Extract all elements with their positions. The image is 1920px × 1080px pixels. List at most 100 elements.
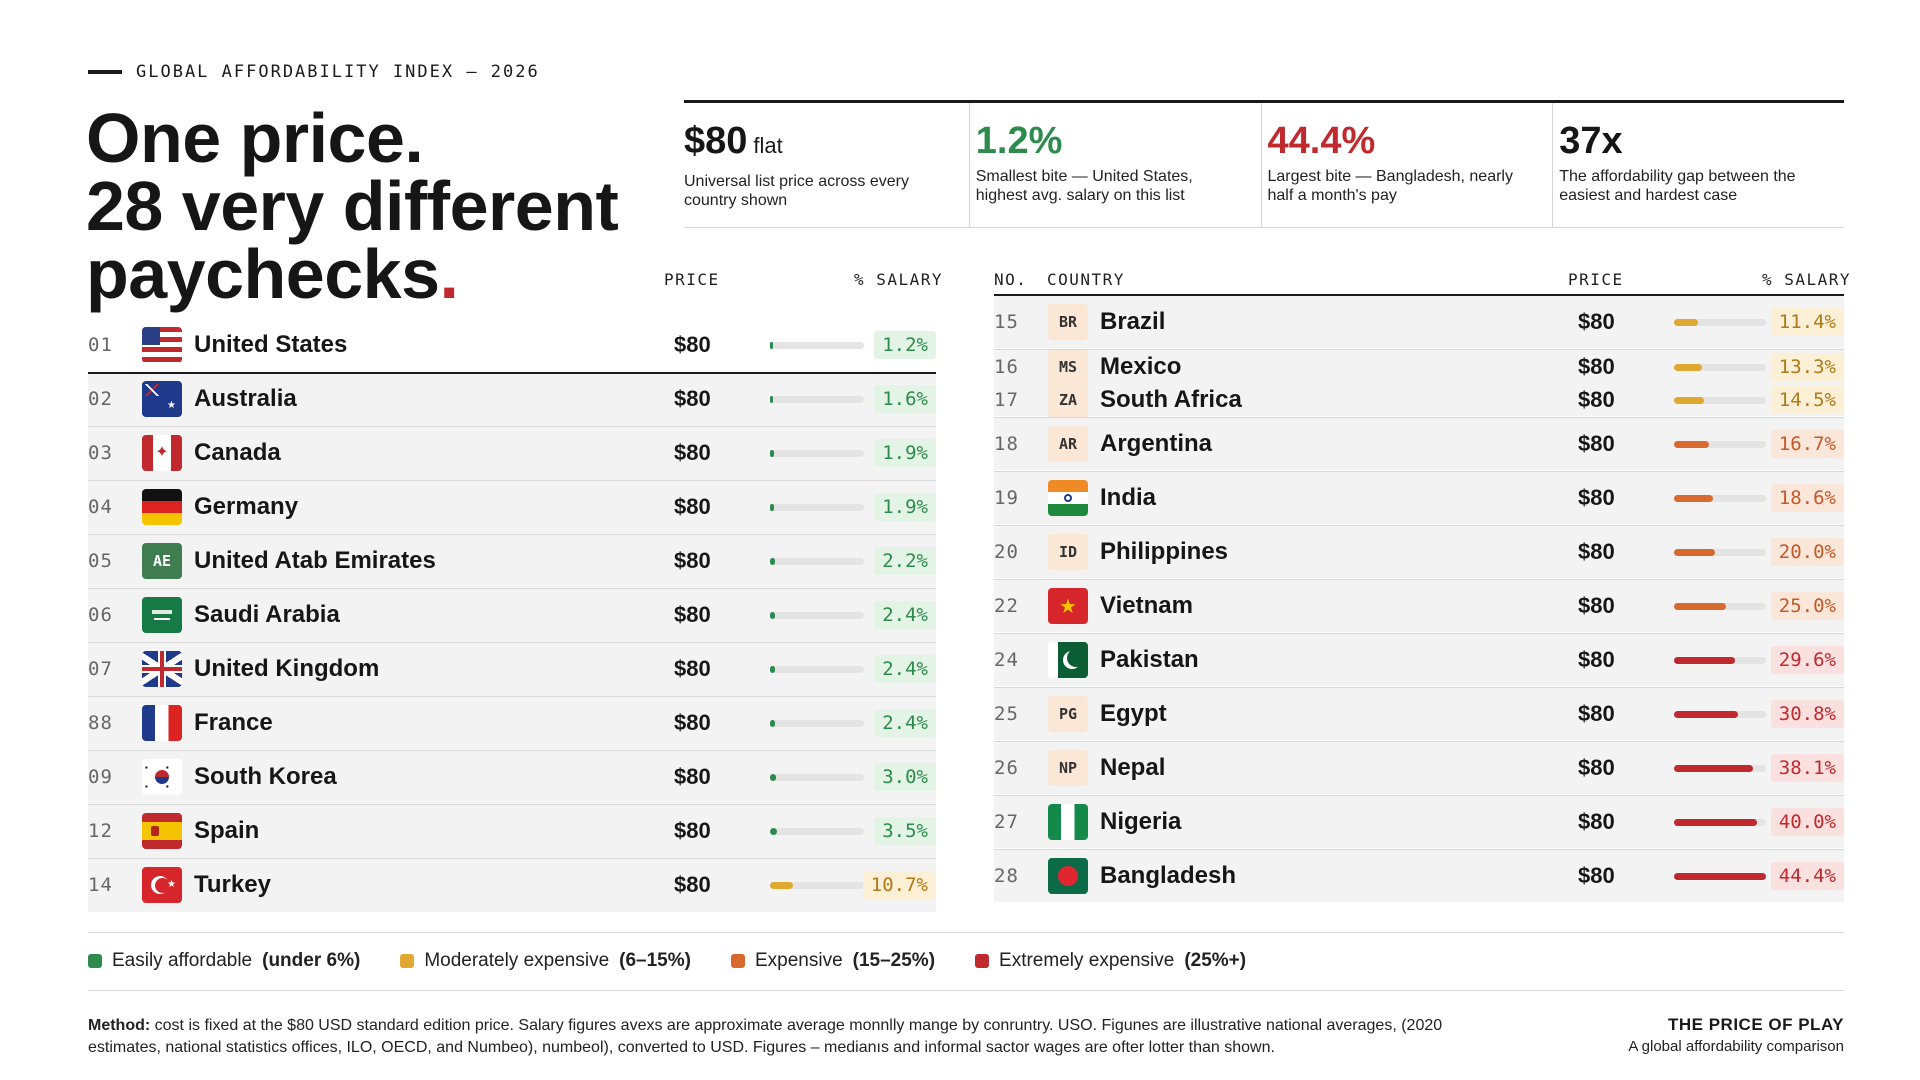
salary-share-fill <box>1674 440 1709 448</box>
legend-label: Extremely expensive <box>999 950 1175 971</box>
salary-share-bar <box>770 719 864 727</box>
table-row: 03 ✦ Canada $80 1.9% <box>88 426 936 480</box>
country-name: Spain <box>194 817 260 844</box>
row-price: $80 <box>674 602 711 627</box>
country-name: Vietnam <box>1100 592 1193 619</box>
row-price: $80 <box>1578 647 1615 672</box>
row-number: 06 <box>88 604 113 626</box>
row-price: $80 <box>1578 539 1615 564</box>
de-flag-icon <box>142 489 182 525</box>
row-divider <box>88 588 936 589</box>
country-name: Canada <box>194 439 281 466</box>
table-row: 17 ZA South Africa $80 14.5% <box>994 382 1844 418</box>
table-row: 20 ID Philippines $80 20.0% <box>994 526 1844 578</box>
salary-share-fill <box>770 665 776 673</box>
salary-share-fill <box>1674 602 1726 610</box>
table-row: 01 United States $80 1.2% <box>88 318 936 372</box>
headline-line-1: One price. <box>86 99 424 177</box>
row-price: $80 <box>1578 485 1615 510</box>
np-code-icon: NP <box>1048 750 1088 786</box>
stat-price: $80 flat Universal list price across ever… <box>684 103 969 227</box>
row-divider-strong <box>88 372 936 374</box>
au-flag-icon: ★ <box>142 381 182 417</box>
row-price: $80 <box>674 710 711 735</box>
row-divider <box>88 858 936 859</box>
salary-share-fill <box>770 611 776 619</box>
row-number: 20 <box>994 541 1019 563</box>
country-name: France <box>194 709 273 736</box>
stat-desc: The affordability gap between the easies… <box>1559 168 1796 204</box>
salary-share-bar <box>770 773 864 781</box>
salary-share-bar <box>770 557 864 565</box>
salary-percent-badge: 20.0% <box>1770 538 1844 566</box>
salary-share-fill <box>1674 764 1753 772</box>
salary-share-fill <box>1674 363 1702 371</box>
country-name: South Korea <box>194 763 337 790</box>
row-number: 09 <box>88 766 113 788</box>
stats-strip: $80 flat Universal list price across ever… <box>684 100 1844 228</box>
table-row: 26 NP Nepal $80 38.1% <box>994 742 1844 794</box>
row-divider <box>994 795 1844 796</box>
stat-gap: 37x The affordability gap between the ea… <box>1552 103 1844 227</box>
stat-largest: 44.4% Largest bite — Bangladesh, nearly … <box>1260 103 1553 227</box>
salary-share-bar <box>770 449 864 457</box>
row-number: 02 <box>88 388 113 410</box>
salary-percent-badge: 3.0% <box>874 763 936 791</box>
salary-percent-badge: 29.6% <box>1770 646 1844 674</box>
salary-share-fill <box>1674 710 1738 718</box>
method-note: Method: cost is fixed at the $80 USD sta… <box>88 1015 1468 1059</box>
salary-share-fill <box>770 503 775 511</box>
legend-item-extreme: Extremely expensive (25%+) <box>975 950 1246 972</box>
legend-label: Moderately expensive <box>424 950 610 971</box>
ng-flag-icon <box>1048 804 1088 840</box>
row-divider <box>88 534 936 535</box>
left-salary-header: % SALARY <box>854 270 944 289</box>
table-row: 88 France $80 2.4% <box>88 696 936 750</box>
row-divider <box>994 471 1844 472</box>
row-number: 12 <box>88 820 113 842</box>
right-country-table: 15 BR Brazil $80 11.4% 16 MS Mexico $80 13.3% 17 ZA… <box>994 294 1844 910</box>
row-price: $80 <box>674 548 711 573</box>
legend-label: Easily affordable <box>112 950 253 971</box>
salary-share-bar <box>1674 396 1766 404</box>
country-name: Mexico <box>1100 353 1182 380</box>
right-country-header: COUNTRY <box>1047 270 1125 289</box>
country-code: NP <box>1058 759 1078 777</box>
eg-code-icon: PG <box>1048 696 1088 732</box>
salary-share-bar <box>770 827 864 835</box>
row-divider <box>88 696 936 697</box>
row-price: $80 <box>674 332 711 357</box>
salary-share-fill <box>770 881 793 889</box>
stat-desc: Universal list price across every countr… <box>684 173 909 209</box>
stat-desc: Smallest bite — United States, highest a… <box>975 168 1193 204</box>
legend-swatch <box>88 954 102 968</box>
country-name: Brazil <box>1100 308 1166 335</box>
country-name: Turkey <box>194 871 271 898</box>
row-number: 03 <box>88 442 113 464</box>
header-divider <box>994 294 1844 296</box>
brand-block: THE PRICE OF PLAY A global affordability… <box>1628 1015 1844 1055</box>
country-name: United Atab Emirates <box>194 547 436 574</box>
country-name: Bangladesh <box>1100 862 1237 889</box>
row-divider <box>88 750 936 751</box>
salary-share-bar <box>1674 818 1766 826</box>
right-price-header: PRICE <box>1568 270 1624 289</box>
stat-value: 37x <box>1559 120 1623 162</box>
row-divider <box>994 417 1844 418</box>
country-name: India <box>1100 484 1157 511</box>
salary-percent-badge: 2.2% <box>874 547 936 575</box>
row-divider <box>994 687 1844 688</box>
bd-flag-icon <box>1048 858 1088 894</box>
table-row: 02 ★ Australia $80 1.6% <box>88 372 936 426</box>
ph-code-icon: ID <box>1048 534 1088 570</box>
stat-value: 1.2% <box>975 120 1063 162</box>
salary-percent-badge: 2.4% <box>874 601 936 629</box>
salary-percent-badge: 3.5% <box>874 817 936 845</box>
table-row: 14 ★ Turkey $80 10.7% <box>88 858 936 912</box>
row-number: 88 <box>88 712 113 734</box>
salary-share-fill <box>1674 548 1716 556</box>
row-divider <box>994 741 1844 742</box>
br-code-icon: BR <box>1048 304 1088 340</box>
legend-swatch <box>975 954 990 968</box>
row-number: 27 <box>994 811 1019 833</box>
